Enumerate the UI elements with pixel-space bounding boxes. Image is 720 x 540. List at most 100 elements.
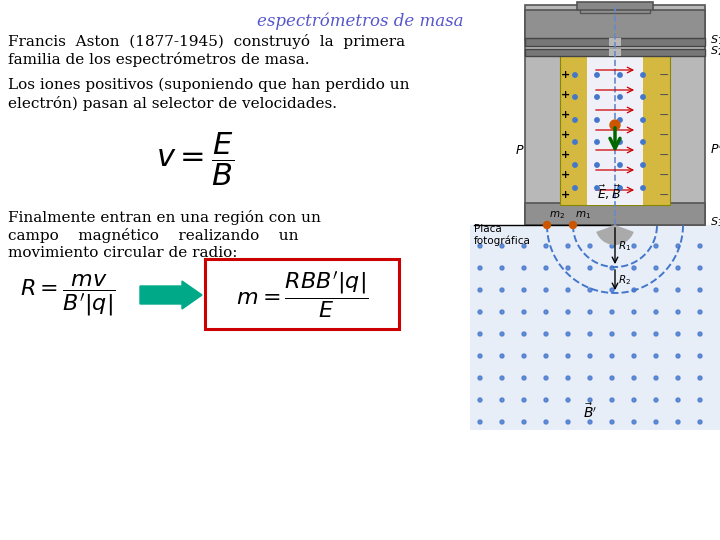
Circle shape (478, 266, 482, 270)
Circle shape (595, 118, 599, 122)
Bar (580, 3, 650, 13)
Circle shape (544, 244, 548, 248)
Circle shape (544, 310, 548, 314)
Circle shape (500, 266, 504, 270)
Circle shape (522, 244, 526, 248)
Circle shape (573, 73, 577, 77)
Bar (609, 49, 621, 56)
Circle shape (522, 354, 526, 358)
Circle shape (641, 73, 645, 77)
Text: −: − (659, 188, 670, 201)
Circle shape (610, 120, 620, 130)
Circle shape (478, 244, 482, 248)
Wedge shape (596, 225, 634, 245)
Text: −: − (659, 89, 670, 102)
Circle shape (632, 332, 636, 336)
Circle shape (478, 288, 482, 292)
Text: Francis  Aston  (1877-1945)  construyó  la  primera: Francis Aston (1877-1945) construyó la p… (8, 34, 405, 49)
Text: +: + (562, 70, 571, 80)
Bar (525, 38, 705, 46)
Circle shape (588, 310, 592, 314)
Circle shape (573, 95, 577, 99)
Circle shape (618, 140, 622, 144)
Circle shape (573, 163, 577, 167)
Circle shape (588, 244, 592, 248)
Circle shape (544, 420, 548, 424)
Text: −: − (659, 129, 670, 141)
Circle shape (478, 310, 482, 314)
Circle shape (654, 288, 658, 292)
Circle shape (618, 163, 622, 167)
Text: −: − (659, 109, 670, 122)
Circle shape (654, 398, 658, 402)
Circle shape (500, 310, 504, 314)
Circle shape (522, 420, 526, 424)
Circle shape (610, 332, 614, 336)
Circle shape (566, 398, 570, 402)
Circle shape (654, 266, 658, 270)
Text: Placa
fotográfica: Placa fotográfica (474, 224, 531, 246)
Circle shape (522, 332, 526, 336)
Circle shape (610, 376, 614, 380)
Text: Finalmente entran en una región con un: Finalmente entran en una región con un (8, 210, 321, 225)
Circle shape (566, 310, 570, 314)
Circle shape (478, 398, 482, 402)
Circle shape (676, 376, 680, 380)
Circle shape (566, 420, 570, 424)
Text: $\vec{B}'$: $\vec{B}'$ (583, 403, 597, 421)
Circle shape (595, 163, 599, 167)
Circle shape (478, 376, 482, 380)
Bar (525, 5, 705, 225)
Circle shape (610, 266, 614, 270)
Circle shape (522, 310, 526, 314)
Circle shape (566, 266, 570, 270)
Circle shape (610, 288, 614, 292)
Circle shape (618, 186, 622, 190)
Bar (525, 49, 705, 56)
Text: +: + (562, 90, 571, 100)
Circle shape (610, 354, 614, 358)
Circle shape (573, 118, 577, 122)
Circle shape (566, 354, 570, 358)
Text: $P'$: $P'$ (710, 143, 720, 157)
Circle shape (632, 310, 636, 314)
Circle shape (588, 266, 592, 270)
Circle shape (544, 332, 548, 336)
Circle shape (522, 266, 526, 270)
Circle shape (618, 73, 622, 77)
Text: $P$: $P$ (515, 144, 524, 157)
Text: $S_3$: $S_3$ (710, 215, 720, 229)
FancyArrow shape (140, 281, 202, 309)
Circle shape (573, 140, 577, 144)
Text: $m_2$: $m_2$ (549, 209, 565, 221)
Bar (470, 225, 720, 430)
Circle shape (698, 288, 702, 292)
Circle shape (641, 186, 645, 190)
Circle shape (544, 354, 548, 358)
Circle shape (676, 420, 680, 424)
Text: campo    magnético    realizando    un: campo magnético realizando un (8, 228, 299, 243)
Bar (560, 50, 670, 205)
Circle shape (654, 332, 658, 336)
Text: +: + (562, 190, 571, 200)
Circle shape (500, 354, 504, 358)
Circle shape (478, 332, 482, 336)
Circle shape (544, 288, 548, 292)
Bar (525, 203, 705, 225)
Text: −: − (659, 69, 670, 82)
Circle shape (544, 221, 551, 228)
Circle shape (595, 186, 599, 190)
Circle shape (698, 266, 702, 270)
Text: $R = \dfrac{mv}{B'|q|}$: $R = \dfrac{mv}{B'|q|}$ (20, 272, 116, 318)
Circle shape (698, 420, 702, 424)
Circle shape (566, 288, 570, 292)
Circle shape (570, 221, 577, 228)
Circle shape (588, 398, 592, 402)
Circle shape (610, 244, 614, 248)
Text: familia de los espectrómetros de masa.: familia de los espectrómetros de masa. (8, 52, 310, 67)
Circle shape (522, 398, 526, 402)
Circle shape (610, 398, 614, 402)
Text: +: + (562, 110, 571, 120)
Circle shape (595, 140, 599, 144)
Text: espectrómetros de masa: espectrómetros de masa (257, 12, 463, 30)
